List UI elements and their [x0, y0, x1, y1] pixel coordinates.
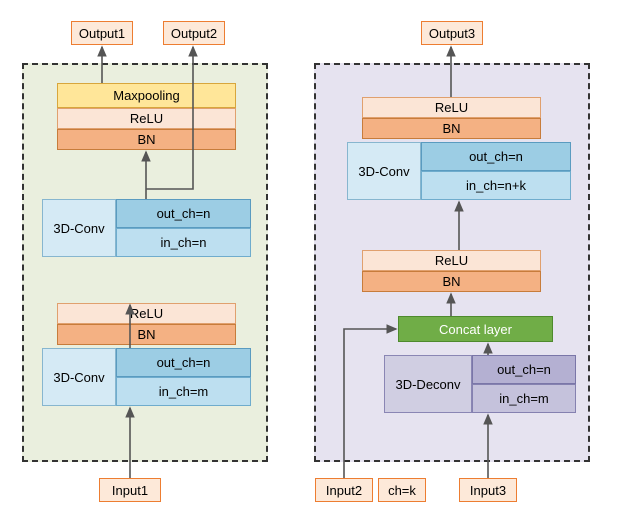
label: Maxpooling	[113, 88, 180, 103]
right-deconv-rt: out_ch=n	[472, 355, 576, 384]
left-input1: Input1	[99, 478, 161, 502]
label: 3D-Deconv	[395, 377, 460, 392]
left-conv1-rt: out_ch=n	[116, 348, 251, 377]
label: Output2	[171, 26, 217, 41]
label: BN	[442, 121, 460, 136]
label: in_ch=m	[159, 384, 209, 399]
label: in_ch=n+k	[466, 178, 526, 193]
right-deconv-left: 3D-Deconv	[384, 355, 472, 413]
right-conv-left: 3D-Conv	[347, 142, 421, 200]
left-relu-top: ReLU	[57, 108, 236, 129]
label: BN	[442, 274, 460, 289]
right-conv-rt: out_ch=n	[421, 142, 571, 171]
label: Input1	[112, 483, 148, 498]
label: BN	[137, 132, 155, 147]
left-relu-mid: ReLU	[57, 303, 236, 324]
right-output3: Output3	[421, 21, 483, 45]
left-conv1-left: 3D-Conv	[42, 348, 116, 406]
label: in_ch=n	[161, 235, 207, 250]
right-relu-top: ReLU	[362, 97, 541, 118]
label: ReLU	[130, 306, 163, 321]
label: Output1	[79, 26, 125, 41]
left-conv1-rb: in_ch=m	[116, 377, 251, 406]
left-bn-top: BN	[57, 129, 236, 150]
right-bn-mid: BN	[362, 271, 541, 292]
label: out_ch=n	[469, 149, 523, 164]
left-maxpool: Maxpooling	[57, 83, 236, 108]
left-bn-mid: BN	[57, 324, 236, 345]
label: ReLU	[130, 111, 163, 126]
label: out_ch=n	[157, 206, 211, 221]
label: BN	[137, 327, 155, 342]
left-output2: Output2	[163, 21, 225, 45]
label: ReLU	[435, 253, 468, 268]
right-bn-top: BN	[362, 118, 541, 139]
right-chk: ch=k	[378, 478, 426, 502]
label: Concat layer	[439, 322, 512, 337]
right-deconv-rb: in_ch=m	[472, 384, 576, 413]
label: ReLU	[435, 100, 468, 115]
label: ch=k	[388, 483, 416, 498]
label: Input3	[470, 483, 506, 498]
left-conv2-rt: out_ch=n	[116, 199, 251, 228]
left-output1: Output1	[71, 21, 133, 45]
label: 3D-Conv	[53, 221, 104, 236]
left-conv2-left: 3D-Conv	[42, 199, 116, 257]
left-conv2-rb: in_ch=n	[116, 228, 251, 257]
right-relu-mid: ReLU	[362, 250, 541, 271]
label: Input2	[326, 483, 362, 498]
label: out_ch=n	[497, 362, 551, 377]
label: out_ch=n	[157, 355, 211, 370]
right-concat: Concat layer	[398, 316, 553, 342]
label: Output3	[429, 26, 475, 41]
label: 3D-Conv	[358, 164, 409, 179]
right-conv-rb: in_ch=n+k	[421, 171, 571, 200]
label: 3D-Conv	[53, 370, 104, 385]
right-input2: Input2	[315, 478, 373, 502]
label: in_ch=m	[499, 391, 549, 406]
right-input3: Input3	[459, 478, 517, 502]
